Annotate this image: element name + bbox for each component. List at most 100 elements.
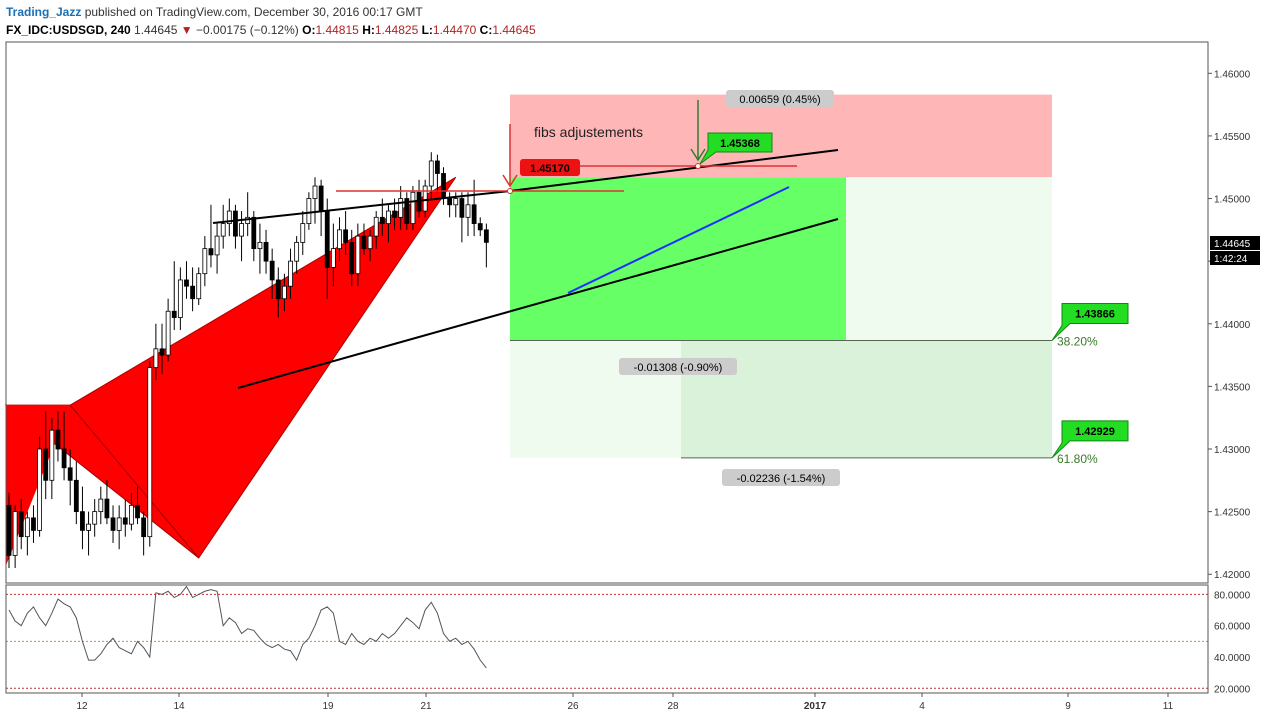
candle-body	[171, 310, 177, 318]
candle-body	[483, 229, 489, 243]
candle-body	[80, 511, 85, 531]
time-tick-label: 4	[919, 701, 925, 712]
oscillator-layer	[6, 585, 1208, 689]
candle-body	[251, 216, 257, 250]
time-tick-label: 9	[1065, 701, 1071, 712]
candle-body	[373, 216, 379, 237]
candle-body	[220, 223, 226, 237]
price-tick-label: 1.42000	[1214, 570, 1251, 581]
candle-body	[281, 285, 287, 300]
fib38-price-box	[1051, 303, 1129, 341]
candle-body	[343, 229, 349, 243]
candle-body	[355, 235, 361, 275]
oscillator-tick-label: 40.0000	[1214, 653, 1251, 664]
candle-body	[306, 198, 312, 224]
candle-body	[269, 260, 275, 281]
candle-body	[318, 185, 324, 212]
candle-body	[49, 429, 55, 481]
time-tick-label: 19	[322, 701, 334, 712]
candle-body	[43, 448, 49, 481]
candle-body	[324, 210, 330, 268]
candle-body	[61, 448, 67, 469]
low-value: 1.44470	[432, 23, 477, 37]
candle-body	[361, 235, 367, 250]
symbol-label[interactable]: FX_IDC:USDSGD, 240	[6, 23, 131, 37]
oscillator-line	[8, 585, 487, 669]
blue-trendline	[567, 186, 790, 294]
upper-trendline-ext	[509, 149, 839, 192]
price-tick-label: 1.44000	[1214, 320, 1251, 331]
candle-body	[73, 479, 79, 513]
oscillator-pane-frame	[5, 584, 1209, 694]
time-tick-label: 14	[173, 701, 185, 712]
target-zone	[510, 177, 846, 341]
candle-body	[294, 241, 300, 262]
candle-body	[165, 310, 171, 356]
countdown-box	[1210, 250, 1260, 265]
candle-body	[110, 517, 116, 531]
candle-body	[202, 248, 208, 275]
candle-body	[92, 511, 98, 525]
candle-body	[37, 448, 42, 531]
time-tick-label: 12	[76, 701, 88, 712]
candle-body	[55, 429, 61, 450]
candle-body	[465, 204, 471, 218]
candle-body	[422, 185, 428, 212]
range-up-label: 0.00659 (0.45%)	[739, 94, 820, 106]
price-tick-label: 1.45000	[1214, 195, 1251, 206]
candle-body	[300, 223, 306, 243]
candle-body	[471, 204, 477, 224]
candle-body	[31, 517, 36, 531]
entry-point-marker	[507, 188, 513, 194]
high-price-label-box	[699, 132, 773, 165]
candle-body	[214, 235, 220, 256]
axes-layer: 1.460001.455001.450001.445001.440001.435…	[5, 41, 1260, 712]
oscillator-tick-label: 20.0000	[1214, 684, 1251, 695]
candle-body	[349, 241, 355, 275]
range-target2-box	[722, 469, 840, 486]
candle-body	[434, 160, 440, 174]
candle-body	[24, 517, 30, 538]
lower-trendline	[237, 218, 839, 389]
candle-body	[153, 348, 159, 369]
time-tick-label: 26	[567, 701, 579, 712]
fib38-price-label: 1.43866	[1075, 309, 1115, 321]
countdown-label: 1:42:24	[1214, 254, 1248, 265]
candle-body	[257, 241, 263, 250]
candle-body	[184, 279, 189, 287]
candle-body	[208, 248, 214, 256]
chart-header: Trading_Jazz published on TradingView.co…	[6, 5, 536, 37]
candle-body	[12, 511, 18, 556]
candle-body	[386, 210, 391, 224]
candle-body	[86, 523, 91, 531]
fib61-percent-label: 61.80%	[1057, 452, 1098, 466]
published-text: published on TradingView.com, December 3…	[84, 5, 423, 19]
target-zone-extension	[846, 177, 1052, 341]
candle-body	[337, 229, 342, 250]
candle-body	[18, 511, 24, 538]
open-value: 1.44815	[315, 23, 359, 37]
high-point-marker	[695, 163, 701, 169]
candle-body	[288, 260, 293, 287]
candle-body	[141, 517, 147, 538]
candle-body	[367, 235, 373, 250]
candle-body	[477, 223, 483, 231]
fibs-note: fibs adjustements	[534, 124, 643, 140]
candle-body	[404, 198, 410, 224]
range-target2-label: -0.02236 (-1.54%)	[737, 473, 826, 485]
candle-body	[392, 210, 397, 218]
price-change: −0.00175 (−0.12%)	[196, 23, 299, 37]
time-tick-label: 21	[420, 701, 432, 712]
candle-body	[330, 248, 336, 268]
drawings-layer	[212, 100, 839, 389]
candle-body	[6, 504, 12, 556]
last-price: 1.44645	[134, 23, 178, 37]
upper-trendline	[212, 190, 511, 224]
green-arrow-icon	[690, 148, 706, 162]
author-link[interactable]: Trading_Jazz	[6, 5, 82, 19]
high-price-label: 1.45368	[720, 138, 760, 150]
stop-zone	[510, 94, 1052, 178]
oscillator-tick-label: 80.0000	[1214, 590, 1251, 601]
price-pane-frame	[5, 41, 1209, 584]
